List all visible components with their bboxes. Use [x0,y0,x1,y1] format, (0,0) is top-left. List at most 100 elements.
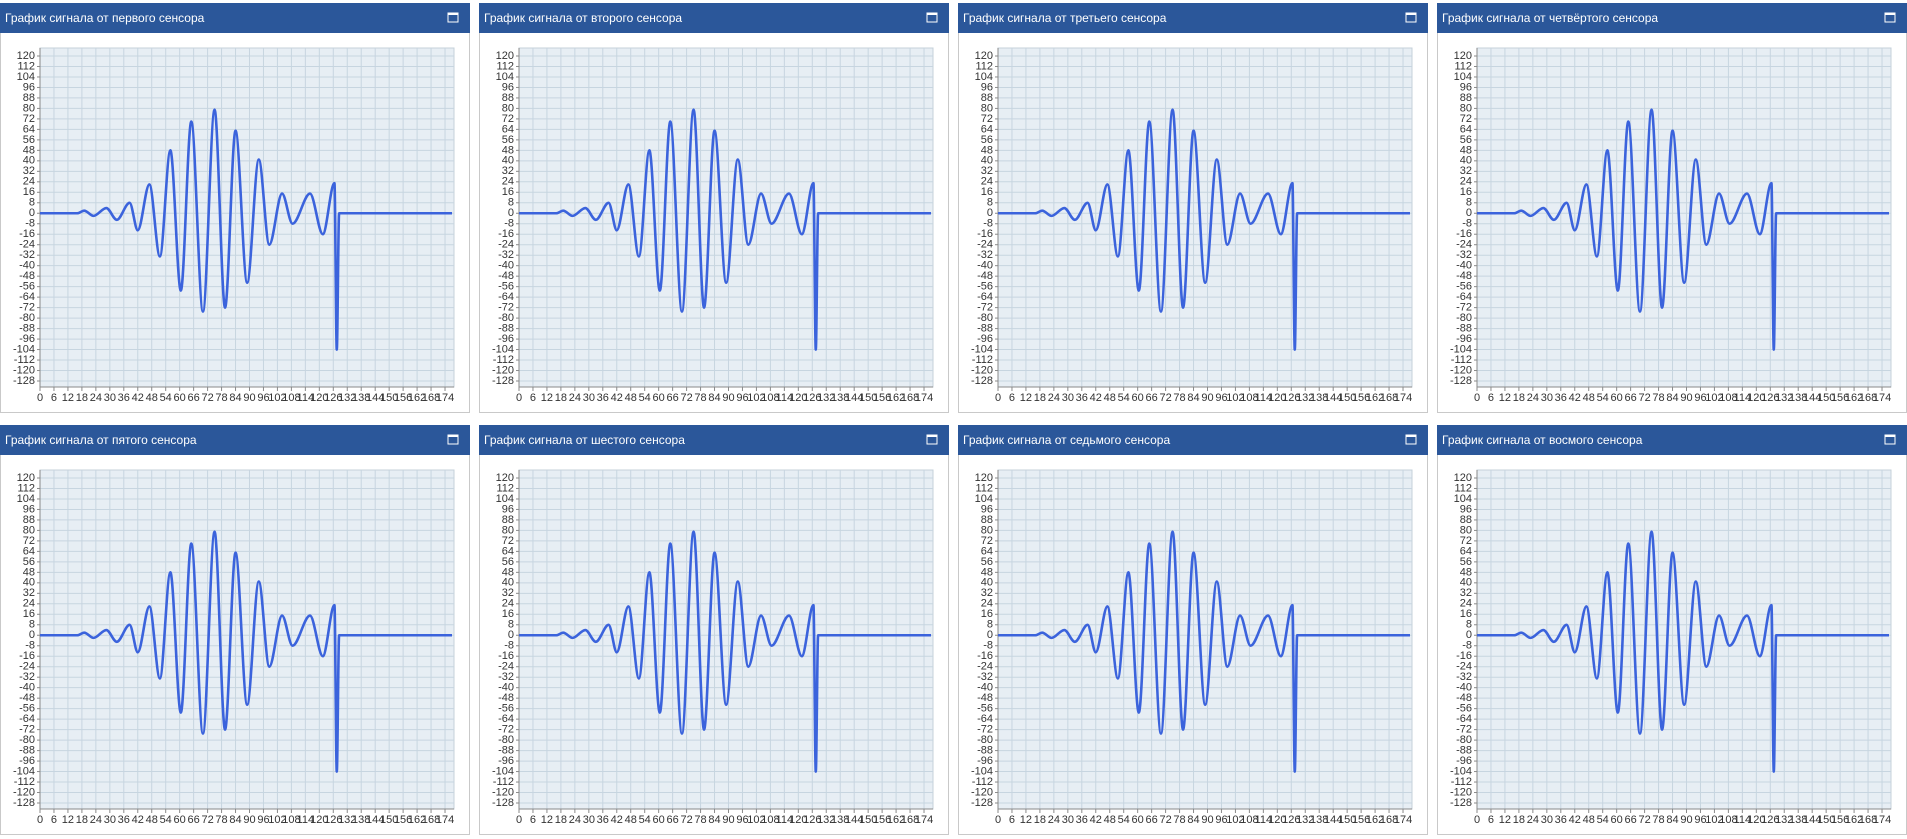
x-tick-label: 66 [1625,814,1637,826]
x-tick-label: 138 [1789,814,1807,826]
maximize-button-bar [927,435,937,437]
y-tick-label: 64 [981,123,993,135]
x-tick-label: 12 [1020,392,1032,404]
y-tick-label: -40 [977,682,993,694]
x-tick-label: 24 [90,392,102,404]
y-tick-label: 24 [502,598,514,610]
chart-window: График сигнала от шестого сенсора -128 -12… [479,422,949,835]
y-tick-label: 64 [23,123,35,135]
y-tick-label: 72 [502,113,514,125]
x-tick-label: 18 [76,392,88,404]
x-tick-label: 66 [667,392,679,404]
y-tick-label: 48 [981,566,993,578]
chart-window: График сигнала от пятого сенсора -128 -120… [0,422,470,835]
plot-area [997,469,1413,810]
y-tick-label: -112 [1451,354,1472,366]
y-tick-label: -24 [19,661,35,673]
y-tick-label: -96 [498,755,514,767]
y-tick-label: 24 [23,176,35,188]
x-tick-label: 150 [380,392,398,404]
x-tick-label: 78 [215,814,227,826]
x-tick-label: 126 [1761,814,1779,826]
x-tick-label: 60 [1611,392,1623,404]
y-tick-label: -48 [977,270,993,282]
y-tick-label: -104 [1450,343,1472,355]
x-tick-label: 66 [667,814,679,826]
x-tick-label: 144 [1803,392,1821,404]
x-tick-label: 150 [1817,392,1835,404]
x-tick-label: 54 [1118,392,1130,404]
x-tick-label: 150 [1338,814,1356,826]
y-tick-label: 0 [987,629,993,641]
x-tick-label: 108 [761,814,779,826]
x-tick-label: 42 [1090,814,1102,826]
x-tick-label: 96 [257,814,269,826]
y-tick-label: 32 [502,165,514,177]
panel-title: График сигнала от четвёртого сенсора [1442,11,1658,25]
y-tick-label: 8 [508,197,514,209]
plot-area [997,47,1413,388]
panel-header [479,425,949,455]
panel-header [0,425,470,455]
y-tick-label: -8 [25,218,35,230]
x-tick-label: 138 [1310,392,1328,404]
x-tick-label: 132 [1775,392,1793,404]
y-tick-label: -40 [1456,682,1472,694]
y-tick-label: 16 [502,608,514,620]
chart: График сигнала от пятого сенсора -128-120… [0,425,470,835]
x-tick-label: 114 [1734,814,1752,826]
y-tick-label: -120 [492,786,514,798]
signal-line [998,530,1410,773]
x-tick-label: 132 [817,814,835,826]
x-tick-label: 90 [243,392,255,404]
y-tick-label: -72 [19,302,35,314]
y-tick-label: 104 [17,493,35,505]
y-tick-label: -8 [983,640,993,652]
signal-line [1477,108,1889,351]
y-tick-label: -112 [493,776,514,788]
y-tick-label: 24 [1460,176,1472,188]
x-tick-label: 168 [422,392,440,404]
x-tick-label: 0 [1474,814,1480,826]
y-tick-label: 16 [981,608,993,620]
x-tick-label: 48 [1104,392,1116,404]
y-tick-label: 48 [1460,144,1472,156]
y-tick-label: 88 [23,514,35,526]
x-tick-label: 138 [831,814,849,826]
y-tick-label: 80 [1460,524,1472,536]
x-tick-label: 126 [1761,392,1779,404]
y-tick-label: -88 [498,744,514,756]
x-tick-label: 12 [541,392,553,404]
x-tick-label: 24 [569,814,581,826]
x-tick-label: 168 [1380,392,1398,404]
x-tick-label: 54 [160,814,172,826]
x-tick-label: 156 [1831,392,1849,404]
y-tick-label: 32 [1460,165,1472,177]
y-tick-label: -112 [14,776,35,788]
plot-area [518,47,934,388]
y-tick-label: 96 [502,503,514,515]
y-tick-label: -80 [1456,734,1472,746]
y-tick-label: -96 [1456,333,1472,345]
x-tick-label: 54 [1597,814,1609,826]
y-tick-label: 56 [23,134,35,146]
x-tick-label: 84 [1666,392,1678,404]
x-tick-label: 132 [1775,814,1793,826]
x-tick-label: 84 [1666,814,1678,826]
x-tick-label: 120 [789,814,807,826]
y-tick-label: 96 [1460,503,1472,515]
x-tick-label: 12 [62,814,74,826]
x-tick-label: 72 [1638,392,1650,404]
x-tick-label: 54 [160,392,172,404]
y-tick-label: 8 [1466,619,1472,631]
y-tick-label: -128 [492,797,514,809]
x-tick-label: 24 [1527,814,1539,826]
x-tick-label: 156 [1352,392,1370,404]
y-tick-label: -32 [19,671,35,683]
x-tick-label: 78 [1173,392,1185,404]
x-tick-label: 120 [310,392,328,404]
y-tick-label: -104 [971,343,993,355]
x-tick-label: 42 [132,392,144,404]
x-tick-label: 162 [1366,814,1384,826]
x-tick-label: 72 [201,392,213,404]
